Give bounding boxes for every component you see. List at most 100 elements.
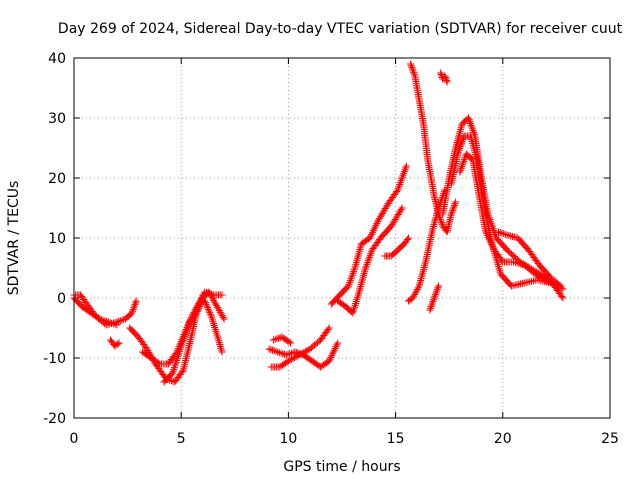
data-point (366, 251, 374, 259)
data-point (467, 155, 475, 163)
tick-labels: 0 5 10 15 20 25 -20 -10 0 10 20 30 40 (43, 51, 619, 447)
series-track-peak-3 (456, 150, 560, 290)
data-point (465, 116, 473, 124)
data-point (171, 362, 179, 370)
data-point (353, 296, 361, 304)
data-point (101, 317, 109, 325)
data-point (495, 263, 503, 270)
data-point (111, 320, 119, 328)
data-point (454, 150, 462, 158)
data-point (456, 145, 464, 153)
data-point (204, 305, 212, 313)
data-point (426, 306, 434, 314)
data-point (495, 228, 503, 236)
data-point (366, 234, 374, 242)
data-point (211, 323, 219, 331)
data-point (205, 307, 213, 315)
data-point (218, 348, 226, 356)
data-point (487, 239, 495, 247)
y-tick-label: 20 (48, 171, 66, 187)
data-point (464, 114, 472, 122)
data-point (329, 348, 337, 356)
data-point (408, 65, 416, 73)
data-point (216, 342, 224, 350)
data-point (352, 298, 360, 306)
data-point (334, 339, 342, 347)
data-point (216, 341, 224, 348)
data-point (287, 355, 295, 363)
data-point (438, 219, 446, 227)
x-tick-label: 0 (70, 431, 79, 447)
data-point (265, 345, 273, 353)
data-point (195, 304, 203, 312)
data-point (407, 60, 415, 68)
data-point (103, 317, 111, 325)
data-point (108, 319, 116, 327)
data-point (289, 354, 297, 362)
data-point (409, 67, 417, 75)
data-point (414, 284, 422, 292)
data-point (215, 339, 223, 347)
y-tick-label: -20 (43, 411, 66, 427)
data-point (469, 127, 477, 135)
data-point (214, 333, 222, 341)
data-point (218, 291, 226, 299)
data-point (219, 313, 227, 321)
data-point (484, 233, 492, 241)
data-point (177, 344, 185, 352)
data-point (467, 121, 475, 129)
y-tick-label: 0 (57, 291, 66, 307)
data-point (272, 347, 280, 355)
data-point (459, 136, 467, 144)
data-point (346, 277, 354, 285)
data-point (539, 274, 547, 282)
data-point (294, 352, 302, 360)
data-point (495, 264, 503, 272)
y-axis-label: SDTVAR / TECUs (6, 181, 22, 296)
x-tick-label: 10 (279, 431, 297, 447)
y-tick-label: 40 (48, 51, 66, 67)
data-point (176, 346, 184, 354)
data-point (437, 69, 445, 77)
data-point (403, 236, 411, 243)
data-point (431, 291, 439, 299)
series-track-dip-3 (160, 288, 228, 386)
data-point (367, 250, 375, 258)
data-point (558, 293, 566, 300)
data-point (171, 360, 179, 368)
data-point (275, 349, 283, 357)
data-point (328, 352, 336, 360)
data-point (370, 225, 378, 233)
data-point (483, 230, 491, 238)
data-point (208, 316, 216, 324)
data-point (434, 284, 442, 292)
data-point (269, 346, 277, 354)
data-point (287, 349, 295, 357)
data-point (489, 242, 497, 250)
data-point (213, 331, 221, 339)
data-point (217, 346, 225, 354)
data-point (350, 268, 358, 276)
data-point (348, 271, 356, 279)
data-point (207, 310, 215, 318)
data-point (116, 317, 124, 325)
data-point (327, 353, 335, 361)
series-track-steep-3 (426, 282, 442, 314)
data-point (279, 350, 287, 358)
data-point (292, 353, 300, 361)
data-point (174, 353, 182, 361)
data-point (269, 336, 277, 344)
data-point (466, 119, 474, 127)
data-point (332, 343, 340, 351)
data-point (501, 230, 509, 238)
data-point (427, 304, 435, 312)
data-point (404, 234, 412, 242)
data-point (428, 301, 436, 309)
data-point (452, 198, 460, 206)
series-track-peak-4 (495, 228, 565, 290)
data-point (295, 351, 303, 359)
data-point (202, 300, 210, 308)
data-point (482, 228, 490, 236)
data-point (536, 273, 544, 281)
data-point (194, 306, 202, 314)
